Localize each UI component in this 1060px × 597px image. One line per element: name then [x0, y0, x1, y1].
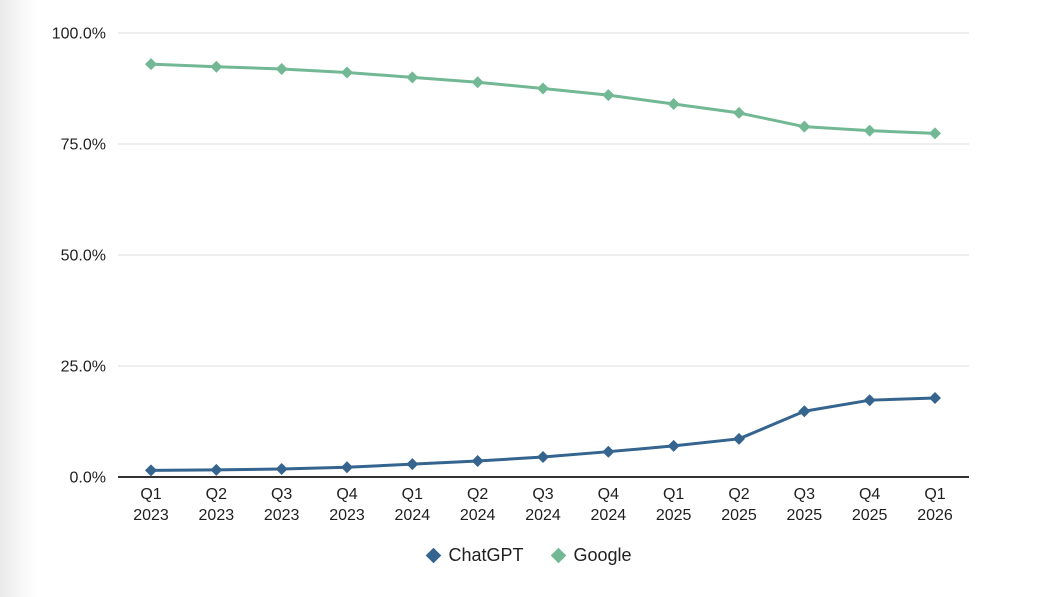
- data-point-google: [210, 60, 223, 73]
- y-tick-label: 50.0%: [61, 248, 106, 265]
- data-point-google: [275, 62, 288, 75]
- data-point-chatgpt: [537, 451, 549, 464]
- x-tick-label: Q3 2023: [264, 486, 300, 524]
- series-line-google: [149, 62, 937, 135]
- legend-item-google: Google: [551, 545, 632, 565]
- data-point-chatgpt: [798, 405, 811, 418]
- data-point-chatgpt: [667, 439, 680, 452]
- chart-legend: ChatGPT Google: [0, 541, 1060, 569]
- data-point-chatgpt: [210, 463, 223, 476]
- data-point-google: [471, 76, 484, 89]
- data-point-google: [537, 82, 549, 95]
- data-point-google: [929, 127, 941, 140]
- x-tick-label: Q1 2026: [917, 486, 953, 524]
- data-point-chatgpt: [733, 432, 745, 445]
- data-point-google: [145, 58, 157, 71]
- y-tick-label: 25.0%: [61, 359, 106, 376]
- x-tick-label: Q3 2025: [787, 486, 823, 524]
- legend-label-google: Google: [573, 545, 632, 565]
- data-point-chatgpt: [406, 458, 419, 471]
- data-point-chatgpt: [145, 464, 157, 477]
- data-point-google: [602, 89, 615, 102]
- y-tick-label: 0.0%: [70, 470, 106, 487]
- x-tick-label: Q4 2023: [329, 486, 365, 524]
- data-point-google: [863, 124, 876, 137]
- x-tick-label: Q1 2025: [656, 486, 692, 524]
- x-tick-label: Q1 2023: [133, 486, 169, 524]
- google-diamond-icon: [551, 547, 567, 563]
- data-point-chatgpt: [929, 391, 941, 404]
- chart-canvas: 0.0% 25.0% 50.0% 75.0% 100.0% Q1 2023 Q2 2023 Q3 2…: [52, 26, 969, 524]
- legend-item-chatgpt: ChatGPT: [426, 545, 524, 565]
- x-tick-label: Q2 2023: [199, 486, 235, 524]
- chatgpt-diamond-icon: [426, 547, 442, 563]
- y-tick-label: 75.0%: [61, 137, 106, 154]
- data-point-google: [406, 71, 419, 84]
- y-tick-label: 100.0%: [52, 26, 106, 43]
- data-point-chatgpt: [275, 463, 288, 476]
- x-tick-label: Q4 2024: [591, 486, 627, 524]
- data-point-chatgpt: [863, 394, 876, 407]
- data-point-google: [733, 106, 745, 119]
- x-tick-label: Q1 2024: [395, 486, 431, 524]
- data-point-google: [667, 98, 680, 111]
- x-tick-label: Q2 2024: [460, 486, 496, 524]
- data-point-chatgpt: [602, 445, 615, 458]
- data-point-chatgpt: [341, 461, 353, 474]
- x-tick-label: Q2 2025: [721, 486, 757, 524]
- legend-label-chatgpt: ChatGPT: [448, 545, 524, 565]
- x-tick-label: Q4 2025: [852, 486, 888, 524]
- data-point-chatgpt: [471, 455, 484, 468]
- data-point-google: [341, 66, 353, 79]
- x-tick-label: Q3 2024: [525, 486, 561, 524]
- data-point-google: [798, 120, 811, 133]
